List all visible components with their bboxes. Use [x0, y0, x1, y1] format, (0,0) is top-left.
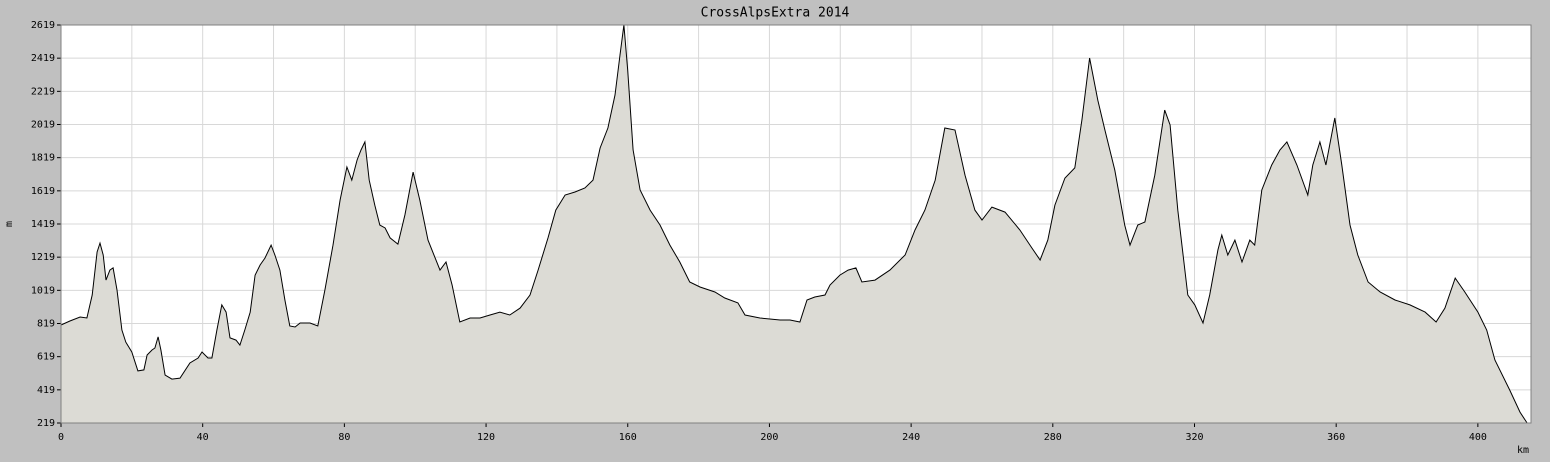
y-tick-label: 2219: [31, 86, 55, 97]
y-tick-label: 1619: [31, 186, 55, 197]
y-tick-label: 819: [37, 319, 55, 330]
y-axis-label: m: [4, 221, 15, 227]
area: [61, 25, 1528, 423]
y-tick-label: 419: [37, 385, 55, 396]
x-tick-label: 160: [619, 432, 637, 443]
x-tick-label: 360: [1327, 432, 1345, 443]
y-tick-label: 219: [37, 418, 55, 429]
x-tick-label: 200: [760, 432, 778, 443]
line: [60, 24, 1528, 424]
x-axis-label: km: [1517, 445, 1529, 456]
x-tick-label: 0: [58, 432, 64, 443]
y-tick-label: 619: [37, 352, 55, 363]
y-tick-label: 1419: [31, 219, 55, 230]
x-tick-label: 80: [338, 432, 350, 443]
y-tick-label: 2619: [31, 20, 55, 31]
chart-title: CrossAlpsExtra 2014: [701, 6, 850, 21]
x-tick-label: 280: [1044, 432, 1062, 443]
y-tick-label: 2019: [31, 120, 55, 131]
x-tick-label: 400: [1469, 432, 1487, 443]
x-tick-label: 40: [197, 432, 209, 443]
y-tick-label: 2419: [31, 53, 55, 64]
y-tick-label: 1219: [31, 252, 55, 263]
x-tick-label: 320: [1185, 432, 1203, 443]
y-tick-label: 1019: [31, 285, 55, 296]
y-tick-label: 1819: [31, 153, 55, 164]
plot-frame: [60, 24, 1532, 424]
x-tick-label: 240: [902, 432, 920, 443]
x-tick-label: 120: [477, 432, 495, 443]
